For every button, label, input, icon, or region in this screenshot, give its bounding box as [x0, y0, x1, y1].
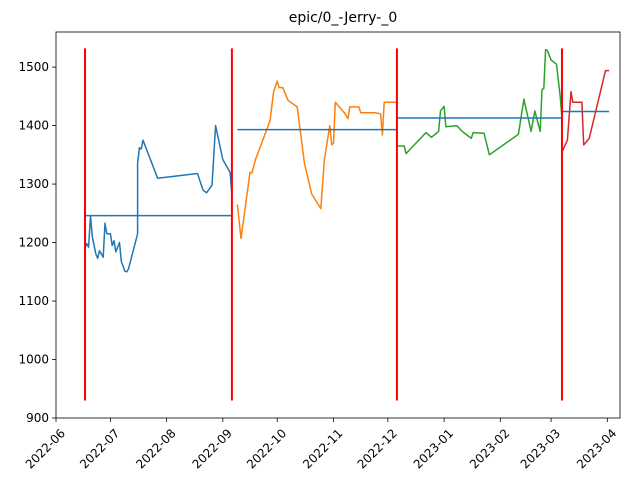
axes-frame [55, 31, 621, 419]
y-tick-label: 1100 [18, 294, 49, 308]
y-tick-label: 900 [26, 411, 49, 425]
y-tick-label: 1500 [18, 60, 49, 74]
chart-title: epic/0_-Jerry-_0 [289, 10, 398, 26]
plot-area [84, 48, 610, 401]
y-tick-label: 1000 [18, 353, 49, 367]
series-line-1 [84, 124, 233, 273]
y-tick-label: 1200 [18, 236, 49, 250]
y-tick-label: 1300 [18, 177, 49, 191]
series-line-2 [236, 80, 397, 240]
y-tick-label: 1400 [18, 119, 49, 133]
series-line-4 [561, 69, 610, 153]
series-line-3 [396, 48, 563, 156]
